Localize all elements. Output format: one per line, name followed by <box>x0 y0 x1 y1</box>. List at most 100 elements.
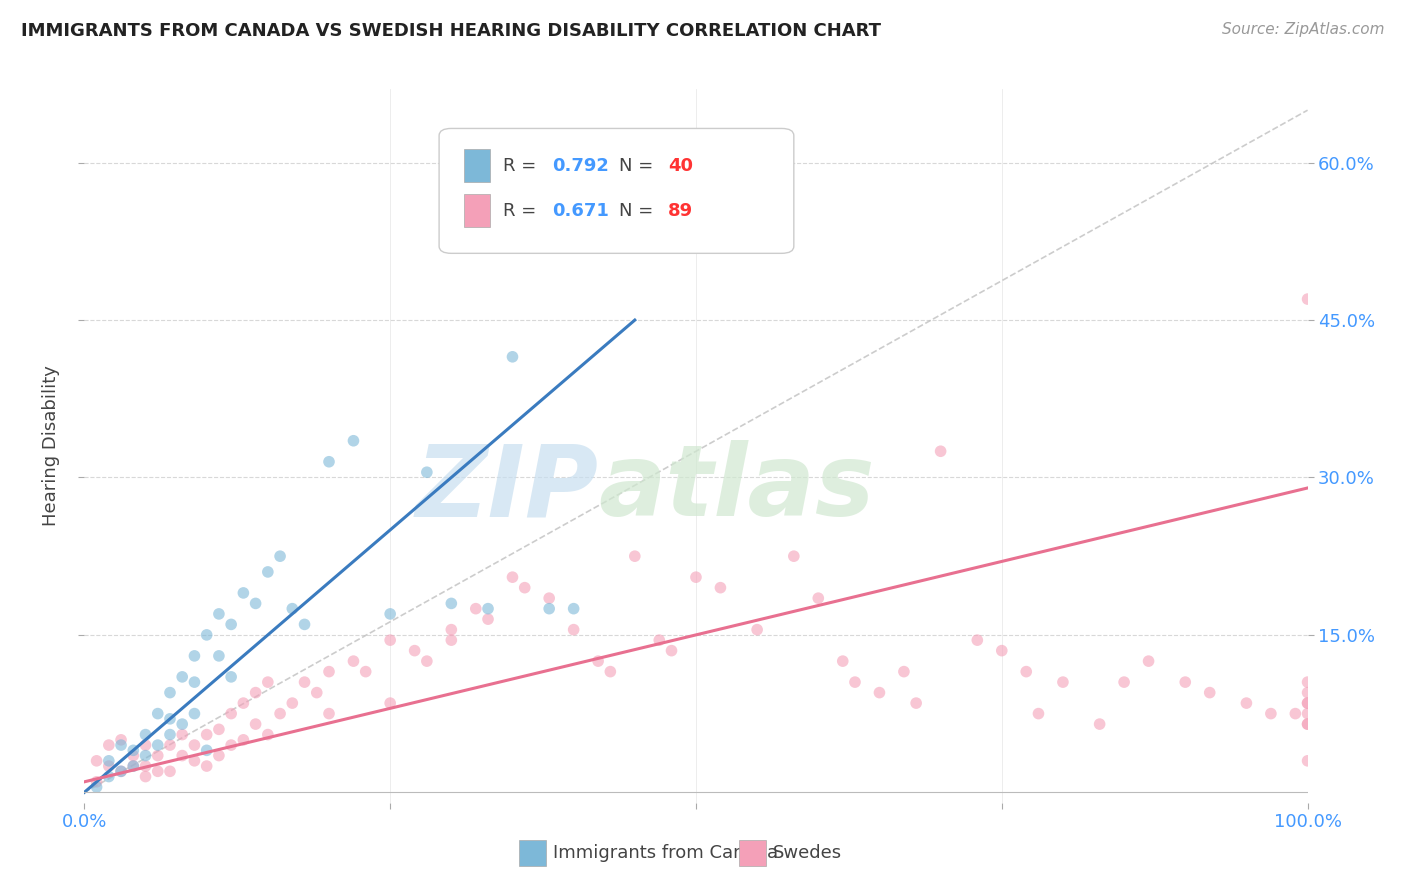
Point <box>1284 706 1306 721</box>
Point <box>172 717 194 731</box>
Point <box>97 759 120 773</box>
Point <box>404 643 426 657</box>
Point <box>122 759 145 773</box>
Point <box>245 717 267 731</box>
Point <box>380 607 402 621</box>
Bar <box>519 840 546 865</box>
Point <box>219 670 242 684</box>
Point <box>477 612 499 626</box>
Point <box>97 770 120 784</box>
Point <box>305 685 328 699</box>
Point <box>146 738 169 752</box>
Point <box>183 706 205 721</box>
Point <box>294 617 316 632</box>
Point <box>195 728 218 742</box>
Point <box>893 665 915 679</box>
Point <box>208 648 231 663</box>
Point <box>661 643 683 657</box>
Point <box>599 665 621 679</box>
Point <box>440 633 463 648</box>
Point <box>1296 717 1319 731</box>
Point <box>195 743 218 757</box>
Point <box>1088 717 1111 731</box>
Point <box>208 723 231 737</box>
Text: Swedes: Swedes <box>773 844 842 862</box>
Point <box>1296 696 1319 710</box>
Point <box>257 565 280 579</box>
Text: IMMIGRANTS FROM CANADA VS SWEDISH HEARING DISABILITY CORRELATION CHART: IMMIGRANTS FROM CANADA VS SWEDISH HEARIN… <box>21 22 882 40</box>
Point <box>135 770 157 784</box>
Point <box>1296 706 1319 721</box>
Point <box>502 350 524 364</box>
Point <box>269 706 291 721</box>
Point <box>232 732 254 747</box>
Point <box>257 728 280 742</box>
Point <box>110 764 132 779</box>
Point <box>172 728 194 742</box>
Point <box>586 654 609 668</box>
Point <box>195 628 218 642</box>
Text: ZIP: ZIP <box>415 441 598 537</box>
Point <box>232 696 254 710</box>
Point <box>538 601 561 615</box>
Point <box>905 696 928 710</box>
Text: 0.792: 0.792 <box>551 157 609 175</box>
Point <box>183 738 205 752</box>
Point <box>159 712 181 726</box>
Point <box>219 706 242 721</box>
Point <box>1174 675 1197 690</box>
Point <box>1028 706 1050 721</box>
Point <box>294 675 316 690</box>
Point <box>146 748 169 763</box>
Point <box>159 764 181 779</box>
Bar <box>738 840 766 865</box>
Point <box>342 654 364 668</box>
Point <box>1137 654 1160 668</box>
Point <box>1052 675 1074 690</box>
Point <box>513 581 536 595</box>
Point <box>135 728 157 742</box>
Point <box>208 748 231 763</box>
Point <box>146 706 169 721</box>
Point <box>183 675 205 690</box>
Point <box>1015 665 1038 679</box>
Point <box>416 465 439 479</box>
Point <box>195 759 218 773</box>
Point <box>269 549 291 564</box>
Point <box>159 685 181 699</box>
Point <box>1296 685 1319 699</box>
Point <box>97 738 120 752</box>
Text: atlas: atlas <box>598 441 875 537</box>
Text: Immigrants from Canada: Immigrants from Canada <box>553 844 778 862</box>
Point <box>1296 292 1319 306</box>
Point <box>416 654 439 668</box>
Point <box>991 643 1014 657</box>
Point <box>146 764 169 779</box>
Point <box>208 607 231 621</box>
Point <box>122 748 145 763</box>
Point <box>219 738 242 752</box>
Point <box>1296 675 1319 690</box>
Point <box>110 764 132 779</box>
Point <box>929 444 952 458</box>
Point <box>122 759 145 773</box>
Point <box>281 601 304 615</box>
Point <box>380 633 402 648</box>
Point <box>1236 696 1258 710</box>
Point <box>380 696 402 710</box>
Point <box>477 601 499 615</box>
Text: N =: N = <box>619 202 659 219</box>
Text: N =: N = <box>619 157 659 175</box>
Text: R =: R = <box>503 202 541 219</box>
Point <box>257 675 280 690</box>
Bar <box>464 150 491 182</box>
Point <box>966 633 988 648</box>
Point <box>86 780 108 794</box>
Point <box>342 434 364 448</box>
Point <box>562 623 585 637</box>
Point <box>1296 696 1319 710</box>
Point <box>318 665 340 679</box>
Point <box>624 549 647 564</box>
Point <box>440 596 463 610</box>
Point <box>464 601 486 615</box>
